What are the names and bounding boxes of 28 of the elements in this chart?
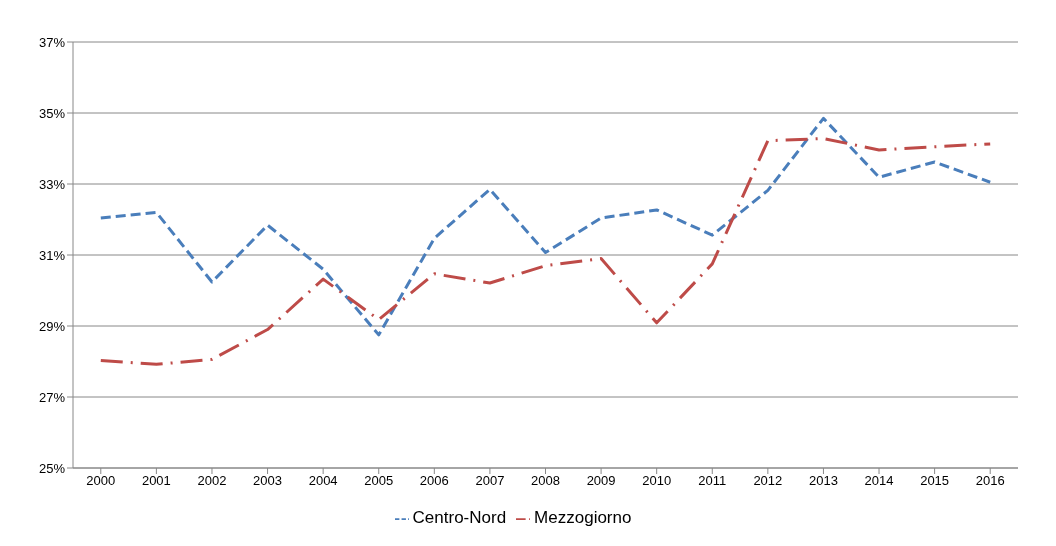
x-tick-label: 2016: [975, 473, 1005, 489]
x-tick-label: 2012: [753, 473, 783, 489]
y-tick-label: 37%: [38, 34, 66, 50]
y-tick-label: 33%: [38, 176, 66, 192]
x-tick-label: 2002: [197, 473, 227, 489]
x-tick-label: 2008: [531, 473, 560, 489]
line-series: [99, 116, 992, 337]
y-tick-label: 31%: [38, 247, 66, 263]
x-tick-label: 2009: [586, 473, 616, 489]
x-tick-label: 2007: [475, 473, 505, 489]
legend-label: Mezzogiorno: [534, 508, 632, 527]
x-tick-label: 2013: [808, 473, 838, 489]
x-tick-label: 2001: [141, 473, 171, 489]
line-series: [99, 137, 992, 366]
y-tick-label: 25%: [38, 460, 66, 476]
y-tick-label: 27%: [38, 389, 66, 405]
legend-label: Centro-Nord: [412, 508, 507, 527]
x-tick-label: 2000: [86, 473, 116, 489]
y-tick-label: 35%: [38, 105, 66, 121]
x-tick-label: 2004: [308, 473, 338, 489]
x-tick-label: 2011: [698, 473, 727, 489]
x-tick-label: 2010: [642, 473, 672, 489]
x-tick-label: 2003: [253, 473, 283, 489]
x-tick-label: 2005: [364, 473, 394, 489]
x-tick-label: 2015: [920, 473, 950, 489]
y-tick-label: 29%: [38, 318, 66, 334]
x-tick-label: 2006: [419, 473, 449, 489]
x-tick-label: 2014: [864, 473, 894, 489]
